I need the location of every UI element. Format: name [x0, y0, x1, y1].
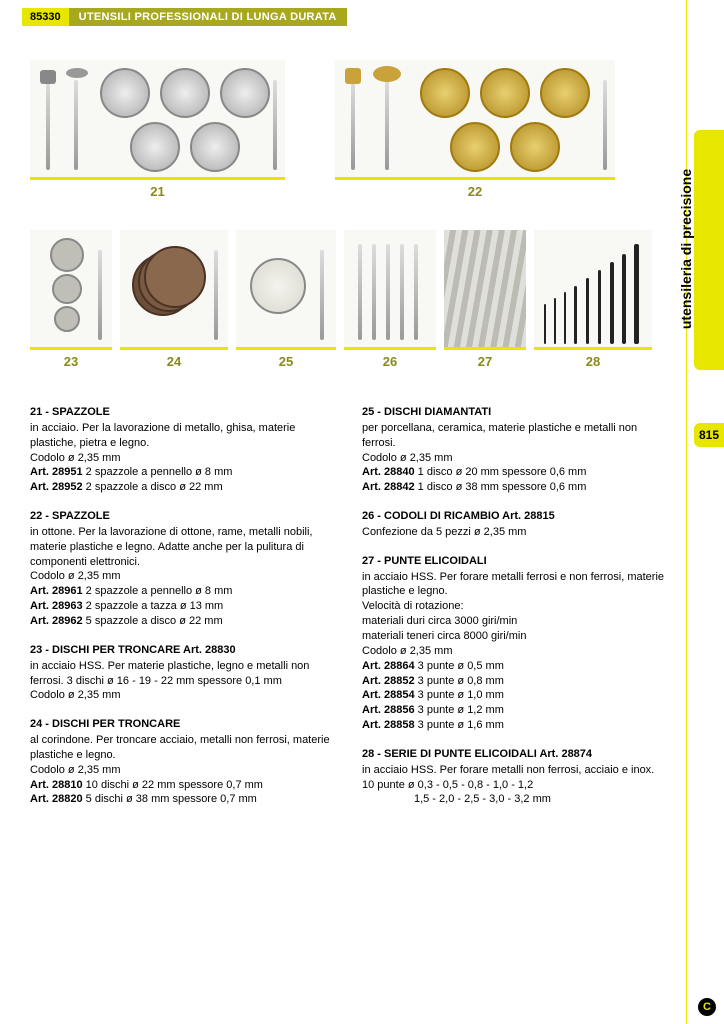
section-24-title: 24 - DISCHI PER TRONCARE	[30, 717, 338, 732]
section-24-line1: Codolo ø 2,35 mm	[30, 763, 338, 778]
section-24-art2: Art. 28820 5 dischi ø 38 mm spessore 0,7…	[30, 792, 338, 807]
section-22-art1: Art. 28961 2 spazzole a pennello ø 8 mm	[30, 584, 338, 599]
section-27-line1: Velocità di rotazione:	[362, 599, 670, 614]
header-title: UTENSILI PROFESSIONALI DI LUNGA DURATA	[69, 8, 347, 26]
section-21-title: 21 - SPAZZOLE	[30, 405, 338, 420]
section-21-art1: Art. 28951 2 spazzole a pennello ø 8 mm	[30, 465, 338, 480]
section-22-art2: Art. 28963 2 spazzole a tazza ø 13 mm	[30, 599, 338, 614]
section-27-line3: materiali teneri circa 8000 giri/min	[362, 629, 670, 644]
section-27-art5: Art. 28858 3 punte ø 1,6 mm	[362, 718, 670, 733]
section-24-art1: Art. 28810 10 dischi ø 22 mm spessore 0,…	[30, 778, 338, 793]
section-26-title: 26 - CODOLI DI RICAMBIO Art. 28815	[362, 509, 670, 524]
product-image-22: 22	[335, 60, 615, 205]
product-image-25: 25	[236, 230, 336, 375]
section-28-title: 28 - SERIE DI PUNTE ELICOIDALI Art. 2887…	[362, 747, 670, 762]
section-21: 21 - SPAZZOLE in acciaio. Per la lavoraz…	[30, 405, 338, 495]
section-27-title: 27 - PUNTE ELICOIDALI	[362, 554, 670, 569]
product-image-23: 23	[30, 230, 112, 375]
section-26: 26 - CODOLI DI RICAMBIO Art. 28815 Confe…	[362, 509, 670, 540]
section-25-art1: Art. 28840 1 disco ø 20 mm spessore 0,6 …	[362, 465, 670, 480]
section-23-title: 23 - DISCHI PER TRONCARE Art. 28830	[30, 643, 338, 658]
section-23: 23 - DISCHI PER TRONCARE Art. 28830 in a…	[30, 643, 338, 703]
section-28-line1: 10 punte ø 0,3 - 0,5 - 0,8 - 1,0 - 1,2	[362, 778, 670, 793]
section-28-desc: in acciaio HSS. Per forare metalli non f…	[362, 763, 670, 778]
image-label-25: 25	[279, 354, 293, 369]
section-25-line1: Codolo ø 2,35 mm	[362, 451, 670, 466]
header-strip: 85330 UTENSILI PROFESSIONALI DI LUNGA DU…	[22, 8, 347, 26]
section-21-line1: Codolo ø 2,35 mm	[30, 451, 338, 466]
section-21-art2: Art. 28952 2 spazzole a disco ø 22 mm	[30, 480, 338, 495]
footer-logo-dot: C	[698, 998, 716, 1016]
section-27-desc: in acciaio HSS. Per forare metalli ferro…	[362, 570, 670, 600]
section-22-art3: Art. 28962 5 spazzole a disco ø 22 mm	[30, 614, 338, 629]
section-27-art4: Art. 28856 3 punte ø 1,2 mm	[362, 703, 670, 718]
section-23-desc: in acciaio HSS. Per materie plastiche, l…	[30, 659, 338, 689]
section-25-art2: Art. 28842 1 disco ø 38 mm spessore 0,6 …	[362, 480, 670, 495]
section-22-line1: Codolo ø 2,35 mm	[30, 569, 338, 584]
image-label-28: 28	[586, 354, 600, 369]
section-24-desc: al corindone. Per troncare acciaio, meta…	[30, 733, 338, 763]
section-27-art2: Art. 28852 3 punte ø 0,8 mm	[362, 674, 670, 689]
page-number: 815	[699, 428, 719, 442]
product-image-26: 26	[344, 230, 436, 375]
section-25-title: 25 - DISCHI DIAMANTATI	[362, 405, 670, 420]
header-code: 85330	[22, 8, 69, 26]
section-27-art3: Art. 28854 3 punte ø 1,0 mm	[362, 688, 670, 703]
product-images-area: 21 22	[30, 60, 660, 385]
product-image-28: 28	[534, 230, 652, 375]
image-label-23: 23	[64, 354, 78, 369]
side-tab: utensileria di precisione 815	[686, 0, 724, 1024]
image-label-22: 22	[468, 184, 482, 199]
section-25-desc: per porcellana, ceramica, materie plasti…	[362, 421, 670, 451]
image-label-27: 27	[478, 354, 492, 369]
image-label-24: 24	[167, 354, 181, 369]
product-image-21: 21	[30, 60, 285, 205]
section-25: 25 - DISCHI DIAMANTATI per porcellana, c…	[362, 405, 670, 495]
text-columns: 21 - SPAZZOLE in acciaio. Per la lavoraz…	[30, 405, 670, 821]
section-28: 28 - SERIE DI PUNTE ELICOIDALI Art. 2887…	[362, 747, 670, 807]
section-26-desc: Confezione da 5 pezzi ø 2,35 mm	[362, 525, 670, 540]
image-label-26: 26	[383, 354, 397, 369]
section-24: 24 - DISCHI PER TRONCARE al corindone. P…	[30, 717, 338, 807]
section-21-desc: in acciaio. Per la lavorazione di metall…	[30, 421, 338, 451]
side-category-text: utensileria di precisione	[678, 169, 694, 329]
section-22: 22 - SPAZZOLE in ottone. Per la lavorazi…	[30, 509, 338, 629]
section-22-desc: in ottone. Per la lavorazione di ottone,…	[30, 525, 338, 570]
section-27: 27 - PUNTE ELICOIDALI in acciaio HSS. Pe…	[362, 554, 670, 733]
section-23-line1: Codolo ø 2,35 mm	[30, 688, 338, 703]
side-category-tab: utensileria di precisione	[694, 130, 724, 370]
product-image-27: 27	[444, 230, 526, 375]
left-column: 21 - SPAZZOLE in acciaio. Per la lavoraz…	[30, 405, 338, 821]
section-27-line2: materiali duri circa 3000 giri/min	[362, 614, 670, 629]
section-22-title: 22 - SPAZZOLE	[30, 509, 338, 524]
section-27-line4: Codolo ø 2,35 mm	[362, 644, 670, 659]
section-28-line2: 1,5 - 2,0 - 2,5 - 3,0 - 3,2 mm	[362, 792, 670, 807]
section-27-art1: Art. 28864 3 punte ø 0,5 mm	[362, 659, 670, 674]
right-column: 25 - DISCHI DIAMANTATI per porcellana, c…	[362, 405, 670, 821]
image-label-21: 21	[150, 184, 164, 199]
page-number-tab: 815	[694, 423, 724, 447]
product-image-24: 24	[120, 230, 228, 375]
